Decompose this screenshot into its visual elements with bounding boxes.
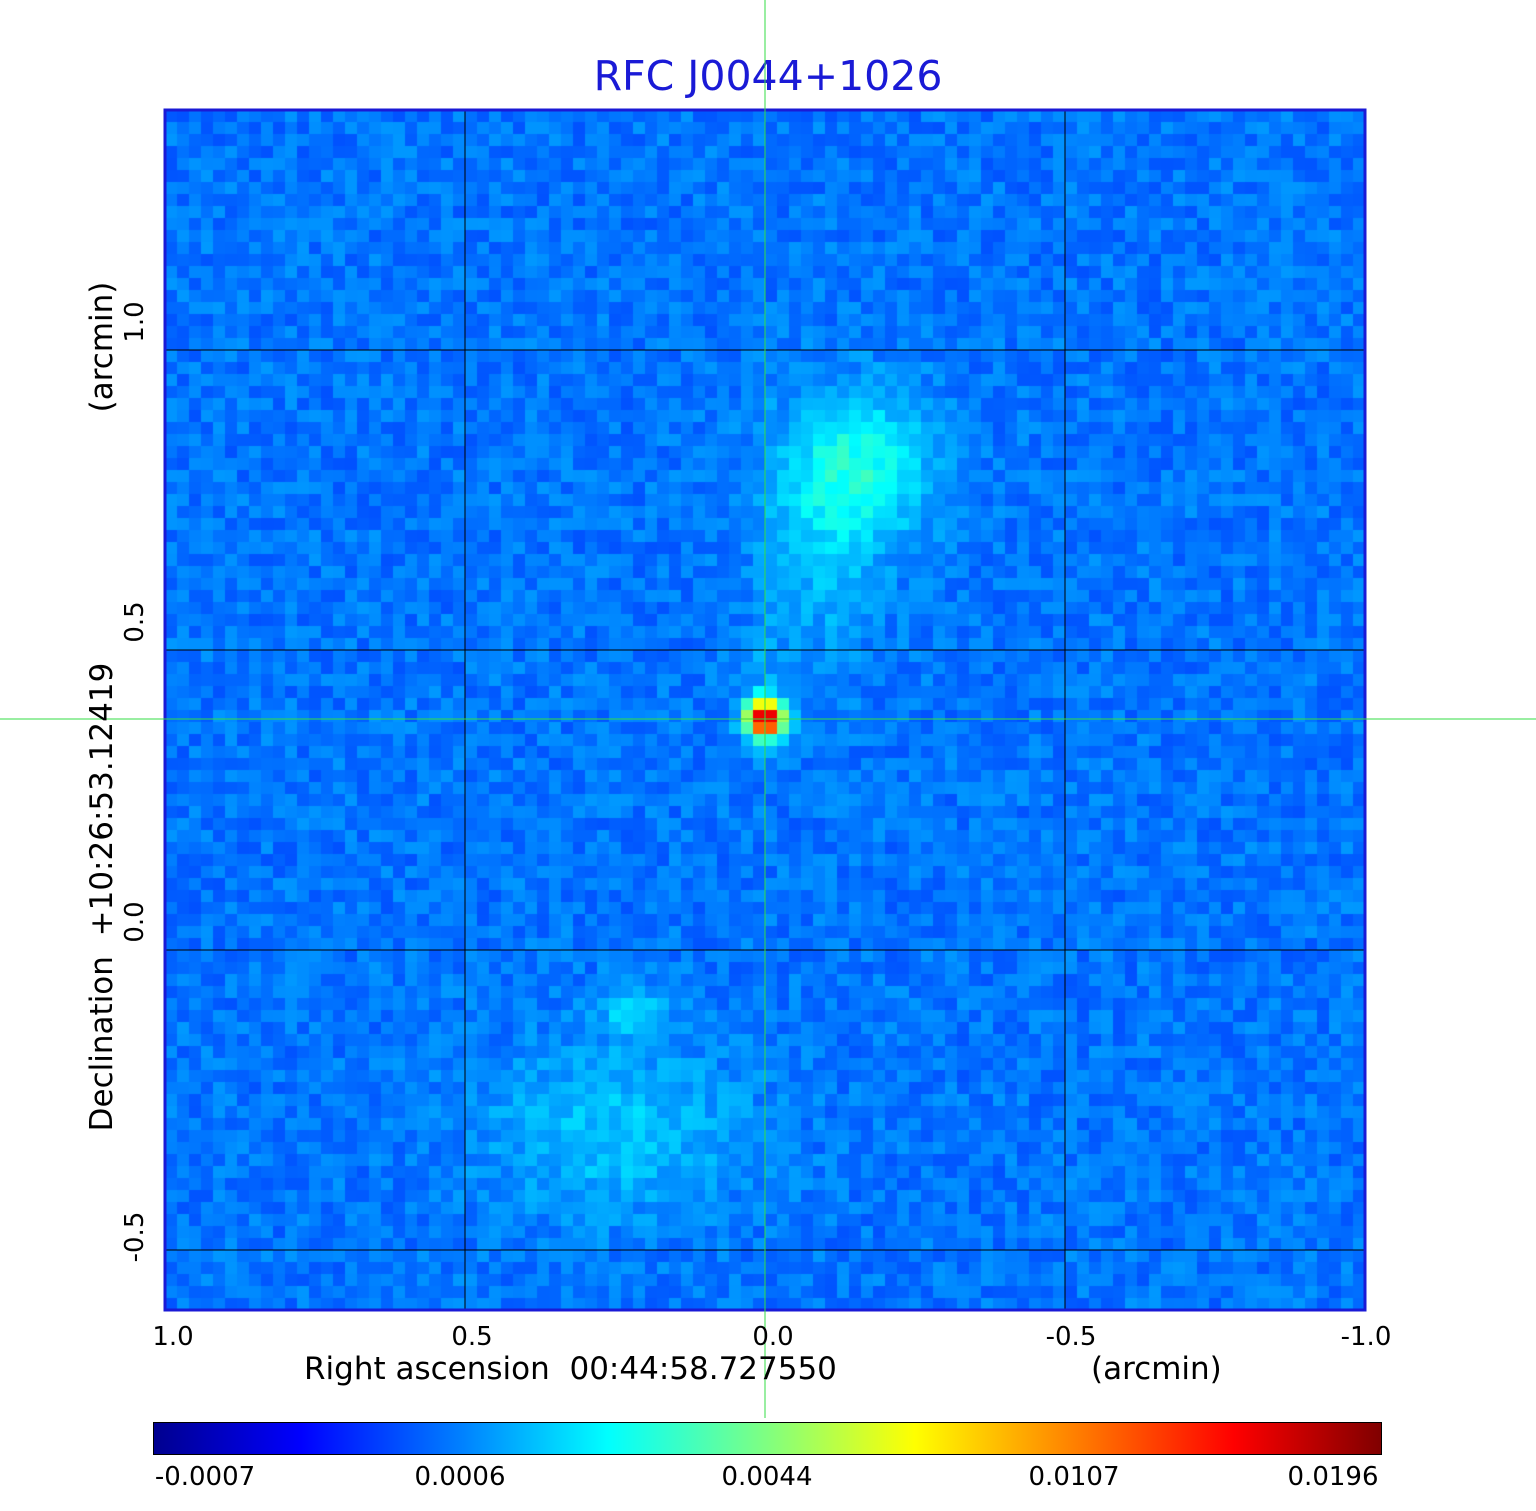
chart-title: RFC J0044+1026	[593, 52, 943, 100]
y-tick-label: -0.5	[120, 1211, 150, 1263]
y-tick-label: 0.5	[120, 601, 150, 643]
x-tick-label: 0.0	[752, 1322, 794, 1352]
colorbar-tick-label: 0.0044	[721, 1462, 813, 1492]
colorbar-tick-label: 0.0006	[414, 1462, 506, 1492]
colorbar	[153, 1422, 1382, 1455]
colorbar-tick-label: -0.0007	[154, 1462, 256, 1492]
y-tick-label: 0.0	[120, 901, 150, 943]
colorbar-tick-label: 0.0196	[1287, 1462, 1379, 1492]
colorbar-tick-label: 0.0107	[1028, 1462, 1120, 1492]
x-axis-label: Right ascension 00:44:58.727550	[304, 1351, 837, 1387]
x-tick-label: -1.0	[1340, 1322, 1392, 1352]
y-tick-label: 1.0	[120, 301, 150, 343]
x-tick-label: -0.5	[1045, 1322, 1097, 1352]
x-axis-unit: (arcmin)	[1091, 1351, 1222, 1387]
y-axis-label: Declination +10:26:53.12419	[84, 662, 120, 1132]
y-axis-unit: (arcmin)	[84, 281, 120, 413]
x-tick-label: 0.5	[451, 1322, 493, 1352]
x-tick-label: 1.0	[152, 1322, 194, 1352]
